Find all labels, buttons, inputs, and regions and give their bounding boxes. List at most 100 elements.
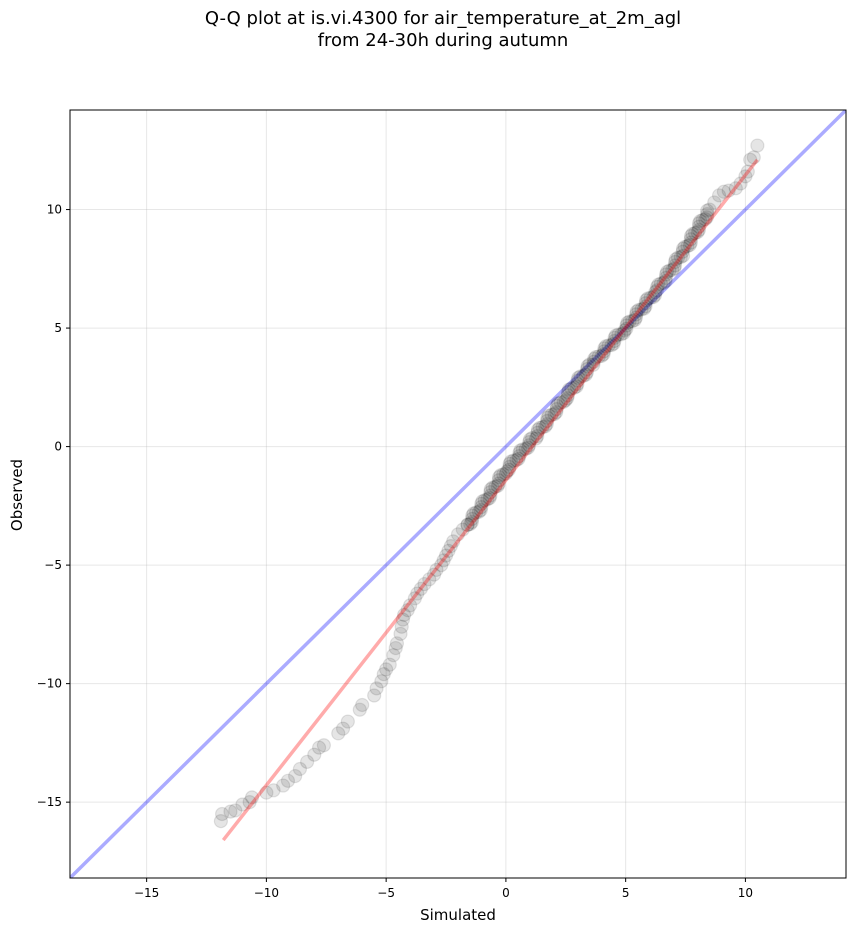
qq-point: [675, 244, 690, 259]
qq-point: [580, 359, 595, 374]
qq-point: [683, 228, 699, 244]
qq-point: [389, 636, 405, 651]
qq-point: [629, 307, 644, 322]
qq-point: [683, 232, 698, 247]
qq-point: [743, 152, 758, 167]
qq-point: [691, 216, 707, 231]
qq-point: [549, 402, 564, 417]
qq-point: [506, 453, 521, 468]
qq-point: [728, 181, 743, 196]
qq-point: [693, 213, 708, 229]
qq-point: [388, 640, 403, 656]
x-tick-label: 10: [738, 886, 753, 900]
qq-point: [316, 738, 331, 753]
qq-point: [395, 612, 411, 627]
qq-point: [522, 434, 537, 450]
qq-point: [501, 462, 516, 477]
qq-point: [503, 454, 518, 469]
qq-point: [631, 302, 646, 318]
qq-point: [450, 527, 466, 542]
qq-point: [638, 299, 653, 314]
qq-point: [455, 522, 470, 537]
qq-point: [604, 337, 619, 353]
qq-point: [511, 451, 526, 466]
x-tick-label: −10: [254, 886, 279, 900]
qq-point: [638, 296, 653, 311]
y-axis-label: Observed: [8, 458, 26, 532]
qq-point: [619, 321, 634, 336]
qq-point: [646, 289, 661, 305]
qq-point: [498, 466, 513, 481]
qq-point: [443, 539, 458, 554]
qq-point: [331, 726, 346, 741]
qq-point: [379, 662, 394, 677]
x-tick-label: −15: [134, 886, 159, 900]
qq-point: [740, 164, 755, 179]
qq-point: [374, 674, 389, 689]
y-tick-label: 0: [54, 440, 62, 454]
qq-point: [402, 598, 418, 613]
qq-point: [525, 430, 540, 446]
y-tick-label: 5: [54, 321, 62, 335]
qq-point: [570, 376, 585, 392]
qq-point: [369, 681, 384, 696]
qq-point: [335, 721, 351, 736]
qq-point: [667, 261, 682, 276]
qq-point: [541, 408, 557, 423]
qq-point: [512, 449, 527, 464]
qq-point: [677, 239, 692, 255]
qq-point: [483, 482, 498, 497]
qq-point: [469, 505, 484, 520]
chart-title-line-2: from 24-30h during autumn: [317, 30, 569, 51]
x-axis-label: Simulated: [420, 906, 496, 924]
qq-point: [465, 508, 480, 523]
qq-point: [579, 365, 595, 380]
qq-point: [530, 429, 545, 444]
qq-point: [685, 226, 700, 242]
qq-point: [491, 473, 506, 488]
qq-point: [620, 315, 635, 330]
qq-point: [659, 264, 675, 279]
qq-point: [502, 456, 517, 471]
qq-point: [570, 373, 585, 388]
qq-point: [547, 406, 562, 422]
qq-point: [658, 273, 673, 289]
qq-point: [667, 258, 683, 273]
qq-point: [711, 188, 727, 203]
qq-point: [213, 814, 228, 829]
qq-point: [549, 398, 565, 413]
qq-point: [460, 517, 475, 532]
qq-point: [422, 572, 437, 587]
qq-point: [475, 494, 490, 509]
qq-point: [417, 576, 432, 592]
qq-point: [522, 432, 538, 447]
qq-point: [702, 202, 717, 217]
qq-point: [474, 496, 489, 511]
qq-point: [560, 384, 576, 400]
qq-point: [367, 688, 382, 703]
qq-point: [567, 380, 582, 395]
qq-point: [601, 338, 616, 353]
qq-point: [580, 362, 595, 377]
qq-point: [649, 283, 665, 298]
x-tick-label: 0: [502, 886, 510, 900]
qq-point: [539, 417, 554, 432]
chart-title: Q-Q plot at is.vi.4300 for air_temperatu…: [0, 8, 854, 52]
qq-point: [598, 339, 613, 354]
qq-point: [300, 754, 315, 769]
qq-point: [410, 586, 425, 601]
qq-point: [436, 553, 451, 568]
qq-point: [561, 382, 577, 397]
qq-point: [716, 184, 731, 199]
qq-point: [413, 581, 428, 596]
qq-point: [560, 388, 575, 403]
data-layer: [70, 110, 846, 878]
qq-point: [488, 479, 503, 495]
qq-point: [698, 212, 713, 227]
qq-point: [587, 351, 602, 366]
y-tick-label: −10: [37, 677, 62, 691]
qq-point: [643, 290, 658, 305]
qq-point: [700, 203, 715, 218]
qq-point: [407, 591, 422, 606]
